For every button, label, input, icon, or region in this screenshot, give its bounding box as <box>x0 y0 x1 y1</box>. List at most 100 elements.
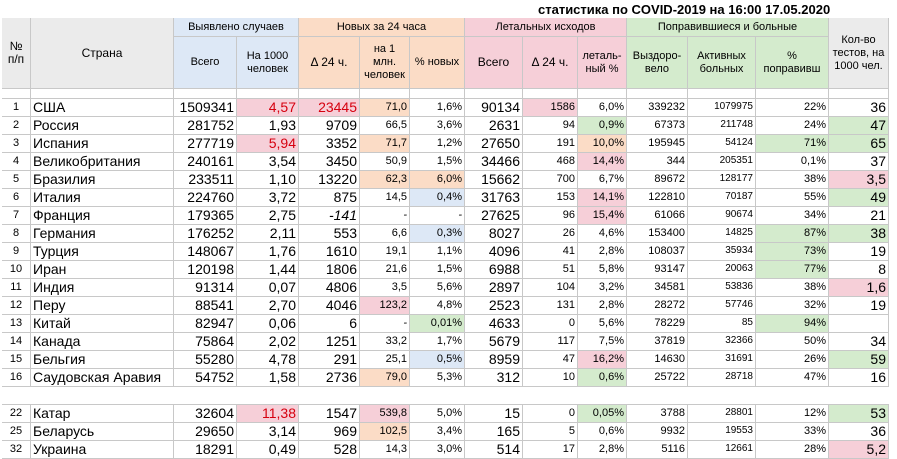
cell-ddelta: 117 <box>523 333 578 351</box>
cell-new: 6 <box>299 315 360 333</box>
cell-active: 28801 <box>688 405 756 423</box>
cell-recovered: 108037 <box>627 243 688 261</box>
spacer <box>299 387 360 405</box>
cell-per1000: 1,58 <box>237 369 299 387</box>
cell-active: 128177 <box>688 171 756 189</box>
cell-newpct: 5,6% <box>410 279 465 297</box>
cell-newpm: - <box>360 315 410 333</box>
cell-ddelta: 0 <box>523 315 578 333</box>
cell-recpct: 0,1% <box>756 153 829 171</box>
cell-deaths: 27625 <box>465 207 523 225</box>
spacer <box>756 89 829 99</box>
cell-deaths: 514 <box>465 441 523 459</box>
cell-lethal: 3,2% <box>578 279 627 297</box>
cell-n: 13 <box>2 315 31 333</box>
cell-active: 53836 <box>688 279 756 297</box>
cell-deaths: 8959 <box>465 351 523 369</box>
cell-ddelta: 468 <box>523 153 578 171</box>
cell-active: 28718 <box>688 369 756 387</box>
cell-country: Турция <box>31 243 174 261</box>
spacer <box>627 387 688 405</box>
cell-recovered: 25722 <box>627 369 688 387</box>
cell-new: 23445 <box>299 99 360 117</box>
cell-newpct: 1,7% <box>410 333 465 351</box>
cell-deaths: 4096 <box>465 243 523 261</box>
cell-recovered: 153400 <box>627 225 688 243</box>
cell-new: 3450 <box>299 153 360 171</box>
cell-newpm: 102,5 <box>360 423 410 441</box>
cell-newpm: - <box>360 207 410 225</box>
cell-total: 148067 <box>174 243 237 261</box>
cell-newpm: 14,5 <box>360 189 410 207</box>
spacer <box>410 89 465 99</box>
cell-total: 91314 <box>174 279 237 297</box>
cell-lethal: 0,6% <box>578 369 627 387</box>
cell-country: Россия <box>31 117 174 135</box>
cell-deaths: 34466 <box>465 153 523 171</box>
cell-total: 18291 <box>174 441 237 459</box>
cell-country: Бразилия <box>31 171 174 189</box>
spacer <box>174 89 237 99</box>
cell-new: 553 <box>299 225 360 243</box>
cell-newpct: 1,2% <box>410 135 465 153</box>
header-num: № п/п <box>2 18 31 89</box>
cell-n: 7 <box>2 207 31 225</box>
cell-recovered: 9932 <box>627 423 688 441</box>
spacer <box>523 89 578 99</box>
cell-total: 176252 <box>174 225 237 243</box>
cell-recovered: 195945 <box>627 135 688 153</box>
cell-n: 11 <box>2 279 31 297</box>
spacer <box>829 387 889 405</box>
header-detected-total: Всего <box>174 37 237 89</box>
cell-tests <box>829 315 889 333</box>
cell-per1000: 5,94 <box>237 135 299 153</box>
cell-recpct: 34% <box>756 207 829 225</box>
cell-per1000: 1,44 <box>237 261 299 279</box>
cell-newpm: 21,6 <box>360 261 410 279</box>
cell-n: 2 <box>2 117 31 135</box>
cell-lethal: 2,8% <box>578 297 627 315</box>
cell-n: 1 <box>2 99 31 117</box>
cell-ddelta: 26 <box>523 225 578 243</box>
cell-recpct: 87% <box>756 225 829 243</box>
cell-deaths: 4633 <box>465 315 523 333</box>
cell-newpm: 3,5 <box>360 279 410 297</box>
cell-country: Индия <box>31 279 174 297</box>
spacer <box>31 387 174 405</box>
cell-deaths: 2523 <box>465 297 523 315</box>
cell-tests: 1,6 <box>829 279 889 297</box>
cell-per1000: 1,76 <box>237 243 299 261</box>
cell-recpct: 26% <box>756 351 829 369</box>
cell-total: 55280 <box>174 351 237 369</box>
cell-total: 240161 <box>174 153 237 171</box>
spacer <box>237 89 299 99</box>
cell-tests: 36 <box>829 423 889 441</box>
cell-recovered: 14630 <box>627 351 688 369</box>
spacer <box>688 89 756 99</box>
cell-total: 224760 <box>174 189 237 207</box>
cell-ddelta: 104 <box>523 279 578 297</box>
cell-active: 90674 <box>688 207 756 225</box>
header-detected-per1000: На 1000 человек <box>237 37 299 89</box>
cell-total: 88541 <box>174 297 237 315</box>
cell-active: 54124 <box>688 135 756 153</box>
cell-total: 281752 <box>174 117 237 135</box>
cell-total: 75864 <box>174 333 237 351</box>
cell-lethal: 5,6% <box>578 315 627 333</box>
cell-recpct: 32% <box>756 297 829 315</box>
cell-ddelta: 17 <box>523 441 578 459</box>
cell-n: 9 <box>2 243 31 261</box>
cell-new: 13220 <box>299 171 360 189</box>
cell-newpct: 4,8% <box>410 297 465 315</box>
cell-ddelta: 47 <box>523 351 578 369</box>
header-new-delta: Δ 24 ч. <box>299 37 360 89</box>
cell-per1000: 3,54 <box>237 153 299 171</box>
cell-total: 82947 <box>174 315 237 333</box>
cell-per1000: 2,02 <box>237 333 299 351</box>
cell-recovered: 67373 <box>627 117 688 135</box>
cell-n: 32 <box>2 441 31 459</box>
cell-n: 22 <box>2 405 31 423</box>
page-title: статистика по COVID-2019 на 16:00 17.05.… <box>538 2 831 17</box>
cell-country: Украина <box>31 441 174 459</box>
cell-ddelta: 191 <box>523 135 578 153</box>
